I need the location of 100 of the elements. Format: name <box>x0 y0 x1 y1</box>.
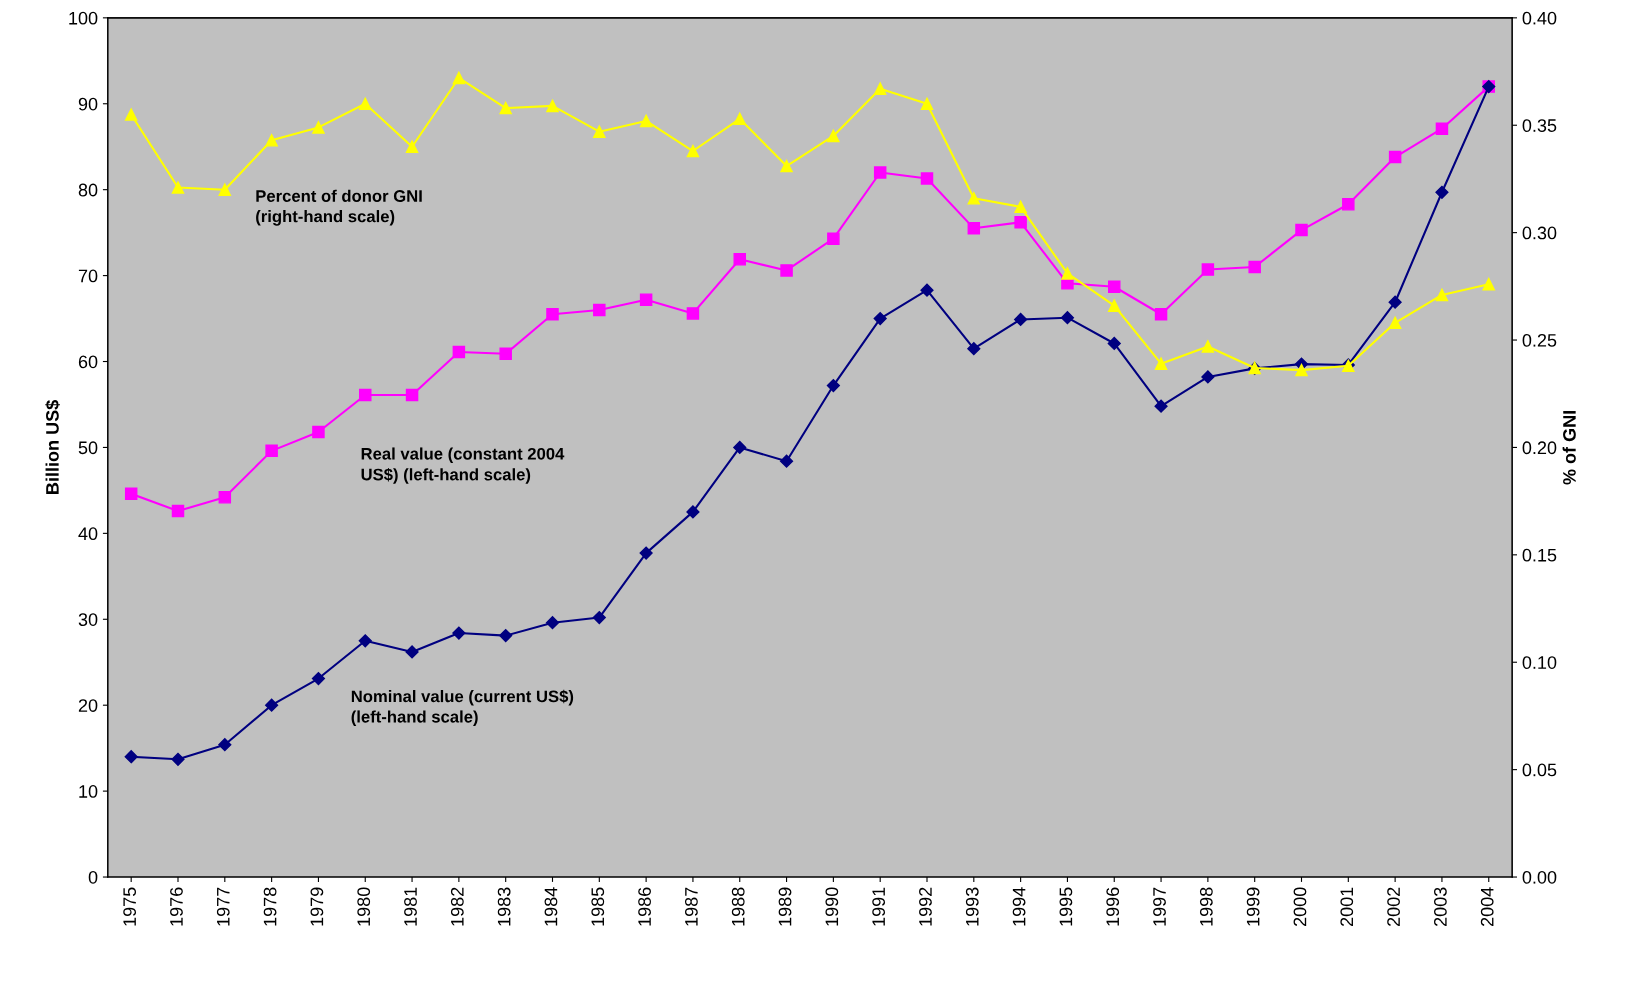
point <box>405 645 419 659</box>
point <box>1061 267 1074 280</box>
x-tick-label: 2004 <box>1480 887 1494 927</box>
y2-tick-label: 0.20 <box>1522 441 1557 455</box>
x-tick-label: 1989 <box>778 887 792 926</box>
point <box>218 491 232 504</box>
series-label: Percent of donor GNI (right-hand scale) <box>256 189 422 226</box>
point <box>686 144 700 158</box>
y-tick-label: 0 <box>88 870 98 884</box>
point <box>358 388 372 402</box>
point <box>639 293 653 306</box>
point <box>920 97 934 111</box>
y-tick-label: 10 <box>79 785 98 798</box>
x-tick-label: 1984 <box>544 887 558 926</box>
point <box>1014 216 1027 229</box>
x-tick-label: 1980 <box>357 887 371 926</box>
point <box>733 440 747 455</box>
x-tick-label: 1996 <box>1106 887 1120 926</box>
y-tick-label: 70 <box>78 269 98 283</box>
point <box>733 112 746 126</box>
point <box>1388 316 1402 330</box>
point <box>312 425 325 439</box>
y2-tick-label: 0.30 <box>1522 226 1557 240</box>
y-tick-label: 40 <box>78 527 98 541</box>
x-tick-label: 1978 <box>263 887 277 926</box>
point <box>1248 260 1261 274</box>
x-tick-label: 1992 <box>919 887 932 926</box>
point <box>1435 185 1449 199</box>
point <box>1201 370 1215 384</box>
x-tick-label: 1999 <box>1246 887 1260 926</box>
point <box>873 82 887 95</box>
x-tick-label: 1979 <box>310 887 324 926</box>
point <box>827 129 840 143</box>
point <box>733 253 746 266</box>
point <box>873 166 887 179</box>
x-tick-label: 1998 <box>1199 887 1213 926</box>
y2-tick-label: 0.05 <box>1522 763 1557 777</box>
point <box>593 303 606 317</box>
point <box>827 232 840 245</box>
point <box>920 172 934 185</box>
point <box>592 610 606 625</box>
y-tick-label: 100 <box>69 11 98 25</box>
x-tick-label: 1994 <box>1012 887 1026 926</box>
x-tick-label: 1988 <box>731 887 745 926</box>
y-tick-label: 80 <box>78 183 98 197</box>
point <box>1388 295 1402 309</box>
point <box>1295 363 1308 377</box>
point <box>452 71 466 85</box>
point <box>1107 299 1121 312</box>
y-tick-label: 50 <box>78 441 98 455</box>
point <box>1014 312 1028 327</box>
series-label: Nominal value (current US$) (left-hand scale) <box>351 689 574 726</box>
point <box>1154 357 1168 370</box>
point <box>967 222 981 235</box>
y-tick-label: 30 <box>78 613 98 626</box>
point <box>1388 150 1402 164</box>
y-tick-label: 60 <box>78 355 98 369</box>
point <box>218 183 232 196</box>
point <box>358 97 372 111</box>
point <box>1482 277 1496 291</box>
point <box>265 134 278 147</box>
point <box>405 140 419 153</box>
point <box>124 487 138 501</box>
point <box>452 345 466 359</box>
y2-tick-label: 0.15 <box>1522 548 1557 562</box>
point <box>1435 288 1449 302</box>
point <box>967 192 981 205</box>
x-tick-label: 1976 <box>170 887 183 926</box>
x-tick-label: 1981 <box>404 887 417 926</box>
point <box>358 634 372 648</box>
point <box>686 505 700 519</box>
x-tick-label: 1987 <box>685 887 698 926</box>
point <box>499 101 512 115</box>
text: Real value (constant 2004 US$) (left-hand scale) <box>361 447 565 484</box>
point <box>499 347 512 361</box>
point <box>873 311 887 326</box>
point <box>1014 200 1027 214</box>
point <box>545 616 560 630</box>
point <box>218 738 232 752</box>
point <box>686 307 700 320</box>
point <box>265 444 278 458</box>
point <box>1342 198 1355 211</box>
point <box>124 108 138 121</box>
point <box>546 308 559 321</box>
x-tick-label: 1991 <box>872 887 886 926</box>
y2-tick-label: 0.25 <box>1522 333 1557 347</box>
point <box>1201 263 1215 276</box>
y-axis-title: Billion US$ <box>45 400 60 494</box>
point <box>1201 340 1215 353</box>
x-tick-label: 1977 <box>216 887 230 926</box>
point <box>780 159 793 173</box>
y2-axis-title: % of GNI <box>1562 411 1576 485</box>
x-tick-label: 2002 <box>1387 887 1400 927</box>
x-tick-label: 1993 <box>965 887 979 926</box>
point <box>1060 311 1075 325</box>
x-tick-label: 1986 <box>638 887 651 926</box>
y2-tick-label: 0.40 <box>1522 11 1557 25</box>
point <box>124 750 138 764</box>
y-tick-label: 90 <box>78 97 98 111</box>
point <box>546 99 559 113</box>
